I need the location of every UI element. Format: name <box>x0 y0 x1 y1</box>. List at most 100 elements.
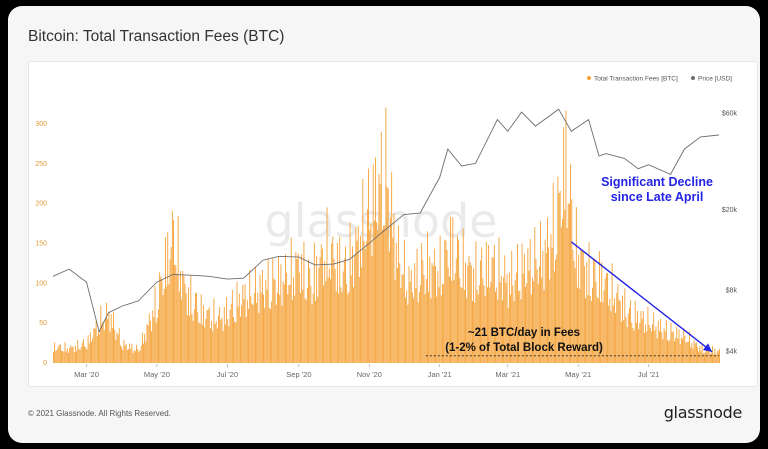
fee-bar <box>113 312 114 363</box>
fee-bar <box>542 250 544 363</box>
fee-bar <box>665 319 667 363</box>
fee-bar <box>358 276 360 363</box>
fee-bar <box>66 348 68 363</box>
fee-bar <box>521 243 523 363</box>
fee-bar <box>102 321 104 363</box>
fee-bar <box>160 276 162 363</box>
fee-bar <box>605 273 607 363</box>
fee-bar <box>315 300 316 363</box>
fee-bar <box>321 248 323 363</box>
fee-bar <box>109 331 111 363</box>
fee-bar <box>116 332 118 363</box>
fee-bar <box>212 331 214 363</box>
fee-bar <box>319 257 321 363</box>
fee-bar <box>566 227 568 363</box>
fee-bar <box>668 341 670 363</box>
fee-bar <box>293 277 294 363</box>
fee-bar <box>121 346 123 363</box>
fee-bar <box>393 213 395 363</box>
fee-bar <box>549 279 551 363</box>
fee-bar <box>646 331 648 363</box>
fee-bar <box>181 299 183 363</box>
fee-bar <box>684 335 686 363</box>
fee-bar <box>272 258 274 363</box>
fee-bar <box>533 281 535 363</box>
fee-bar <box>582 250 584 363</box>
fee-bar <box>573 260 575 363</box>
fee-bar <box>73 352 75 363</box>
fee-bar <box>238 293 240 363</box>
plot-panel: glassnode 0 50 100 150 200 250 300 $4k $8k $20k $60… <box>28 61 758 387</box>
fee-bar <box>477 294 479 363</box>
fee-bar <box>249 270 251 363</box>
fee-bar <box>454 273 456 363</box>
fee-bar <box>716 351 718 363</box>
fee-bar <box>145 341 147 363</box>
fee-bar <box>417 302 419 363</box>
fee-bar <box>84 346 86 363</box>
fee-bar <box>504 255 506 363</box>
fee-bar <box>244 284 246 363</box>
fee-bar <box>560 227 562 363</box>
fee-bar <box>218 315 219 363</box>
fee-bar <box>274 280 276 363</box>
fee-bar <box>680 337 682 363</box>
fee-bar <box>373 220 375 363</box>
fee-bar <box>517 244 518 363</box>
fee-bar <box>192 320 194 363</box>
fee-bar <box>421 242 423 363</box>
fee-bar <box>122 349 124 363</box>
fee-bar <box>400 287 402 363</box>
fee-bar <box>435 265 436 363</box>
fee-bar <box>503 277 505 363</box>
fee-bar <box>305 300 307 363</box>
fee-bar <box>288 284 290 363</box>
fee-bar <box>601 262 603 363</box>
fee-bar <box>608 305 610 363</box>
fee-bar <box>414 263 416 363</box>
fee-bar <box>478 285 480 363</box>
fee-bar <box>515 272 517 363</box>
fee-bar <box>649 327 651 363</box>
fee-bar <box>151 331 153 363</box>
fee-bar <box>271 301 273 363</box>
fee-bar <box>610 311 612 363</box>
fee-bar <box>519 290 521 363</box>
fee-bar <box>686 341 688 363</box>
fee-bar <box>313 242 315 363</box>
chart-card: Bitcoin: Total Transaction Fees (BTC) gl… <box>8 6 760 443</box>
fee-bar <box>673 341 675 363</box>
fee-bar <box>423 275 425 363</box>
fee-bar <box>308 259 310 363</box>
y-tick-label: 0 <box>43 360 47 367</box>
fee-bar <box>456 235 458 363</box>
fee-bar <box>548 247 550 363</box>
fee-bar <box>360 235 361 363</box>
fee-bar <box>694 343 696 363</box>
decline-arrow <box>570 241 713 353</box>
fee-bar <box>669 339 671 363</box>
fee-bar <box>54 342 56 363</box>
fee-bar <box>426 231 428 363</box>
fee-bar <box>119 345 121 363</box>
fee-bar <box>708 350 710 363</box>
fee-bar <box>163 288 165 363</box>
fee-bar <box>592 287 593 363</box>
fee-bar <box>498 237 500 363</box>
fee-bar <box>559 190 561 363</box>
fee-bar <box>147 325 149 363</box>
fee-bar <box>459 277 461 363</box>
fee-bar <box>332 236 334 363</box>
fee-bar <box>647 306 649 363</box>
fee-bar <box>331 243 333 363</box>
fee-bar <box>702 353 704 363</box>
fee-bar <box>587 295 589 363</box>
fee-bar <box>600 302 602 363</box>
fee-bar <box>574 268 576 363</box>
fee-bar <box>701 343 703 363</box>
fee-bar <box>158 309 159 363</box>
fee-bar <box>100 305 102 363</box>
fee-bar <box>234 321 236 363</box>
fee-bar <box>628 307 630 363</box>
fee-bar <box>513 301 515 363</box>
